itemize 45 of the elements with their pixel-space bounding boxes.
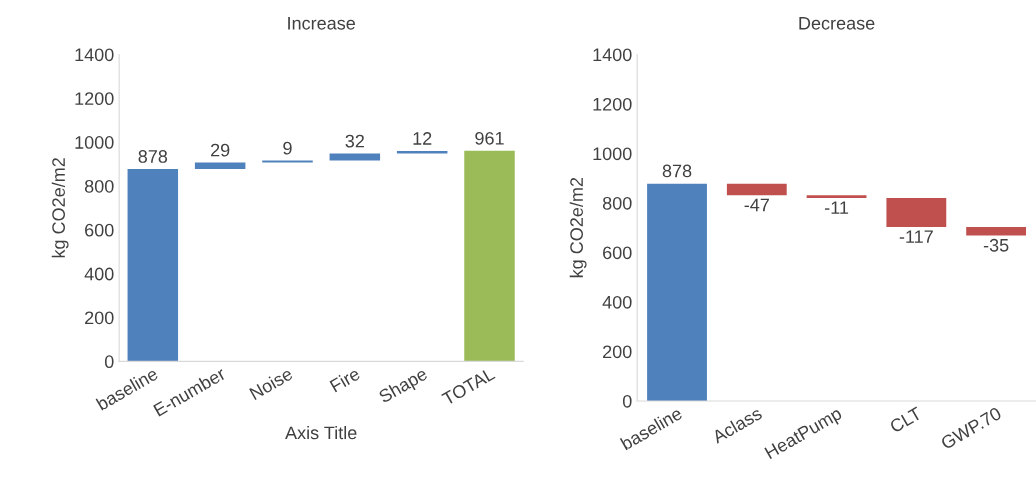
y-tick-label: 800 (602, 196, 632, 210)
y-tick-label: 200 (85, 311, 114, 325)
bar (647, 183, 707, 401)
y-axis-title: kg CO2e/m2 (51, 158, 69, 258)
x-axis-title: Axis Title (285, 425, 357, 440)
x-tick-label: CLT (888, 406, 923, 434)
y-tick-label: 200 (603, 345, 632, 359)
data-label: 9 (283, 141, 292, 155)
bar (464, 150, 515, 362)
data-label: 29 (211, 143, 230, 157)
x-tick-label: Noise (248, 366, 294, 401)
y-tick-label: 0 (622, 394, 632, 408)
data-label: 878 (662, 164, 692, 178)
bar (396, 150, 448, 154)
y-tick-label: 1000 (75, 136, 114, 149)
data-label: 12 (413, 132, 432, 145)
y-tick-label: 800 (84, 179, 114, 193)
bar (127, 168, 179, 362)
data-label: 32 (345, 134, 364, 148)
y-tick-label: 600 (85, 223, 114, 237)
bar (806, 195, 867, 198)
data-label: 878 (138, 150, 168, 163)
y-tick-label: 1000 (593, 147, 632, 161)
chart-title: Increase (288, 17, 355, 30)
y-tick-label: 1200 (75, 92, 114, 106)
bar (194, 162, 246, 169)
y-axis-title: kg CO2e/m2 (569, 177, 587, 278)
y-tick-label: 600 (603, 246, 632, 260)
bar (886, 198, 947, 227)
y-tick-label: 400 (602, 295, 632, 309)
y-tick-label: 1400 (75, 48, 114, 62)
y-tick-label: 0 (104, 355, 114, 369)
x-tick-label: Fire (329, 366, 361, 393)
data-label: 961 (475, 131, 504, 145)
bar (726, 183, 787, 196)
chart-title: Decrease (799, 17, 875, 30)
data-label: -11 (824, 201, 849, 214)
data-label: -35 (983, 238, 1009, 252)
bar (329, 153, 381, 161)
y-tick-label: 1200 (593, 97, 632, 111)
y-tick-label: 1400 (593, 48, 632, 62)
bar (966, 226, 1027, 236)
y-tick-label: 400 (84, 267, 114, 281)
data-label: -117 (899, 230, 933, 243)
data-label: -47 (744, 198, 769, 212)
